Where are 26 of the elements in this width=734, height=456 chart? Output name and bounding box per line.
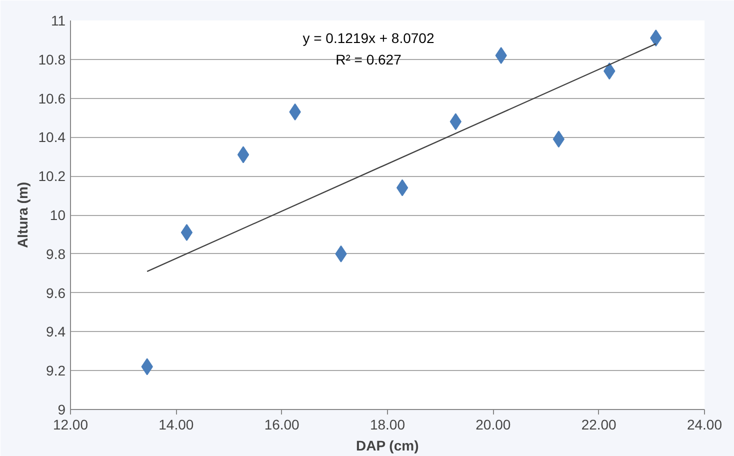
y-tick-label: 9 bbox=[58, 402, 66, 418]
x-axis-title: DAP (cm) bbox=[356, 438, 419, 454]
y-tick-label: 9.6 bbox=[46, 284, 66, 301]
x-tick-label: 20.00 bbox=[476, 416, 511, 432]
x-tick-label: 24.00 bbox=[686, 416, 722, 432]
y-tick-label: 9.2 bbox=[46, 362, 66, 379]
point bbox=[552, 130, 565, 148]
point bbox=[237, 146, 250, 164]
point bbox=[180, 224, 193, 242]
x-tick-label: 22.00 bbox=[581, 416, 617, 432]
y-tick-label: 10.6 bbox=[38, 90, 66, 106]
y-tick-label: 10.4 bbox=[38, 129, 66, 146]
annotation: y = 0.1219x + 8.0702 bbox=[302, 30, 434, 46]
y-axis-title: Altura (m) bbox=[14, 182, 30, 248]
y-tick-label: 10.2 bbox=[38, 168, 66, 184]
annotation: R² = 0.627 bbox=[336, 51, 402, 68]
x-tick-label: 12.00 bbox=[52, 416, 88, 432]
point bbox=[396, 179, 408, 196]
y-tick-label: 11 bbox=[50, 12, 66, 28]
y-tick-label: 10 bbox=[50, 207, 66, 223]
y-tick-label: 10.8 bbox=[38, 51, 66, 68]
x-tick-label: 18.00 bbox=[370, 416, 406, 432]
x-tick-label: 14.00 bbox=[158, 416, 194, 432]
y-tick-label: 9.4 bbox=[46, 324, 66, 340]
y-tick-label: 9.8 bbox=[46, 246, 66, 262]
x-tick-label: 16.00 bbox=[264, 416, 300, 432]
